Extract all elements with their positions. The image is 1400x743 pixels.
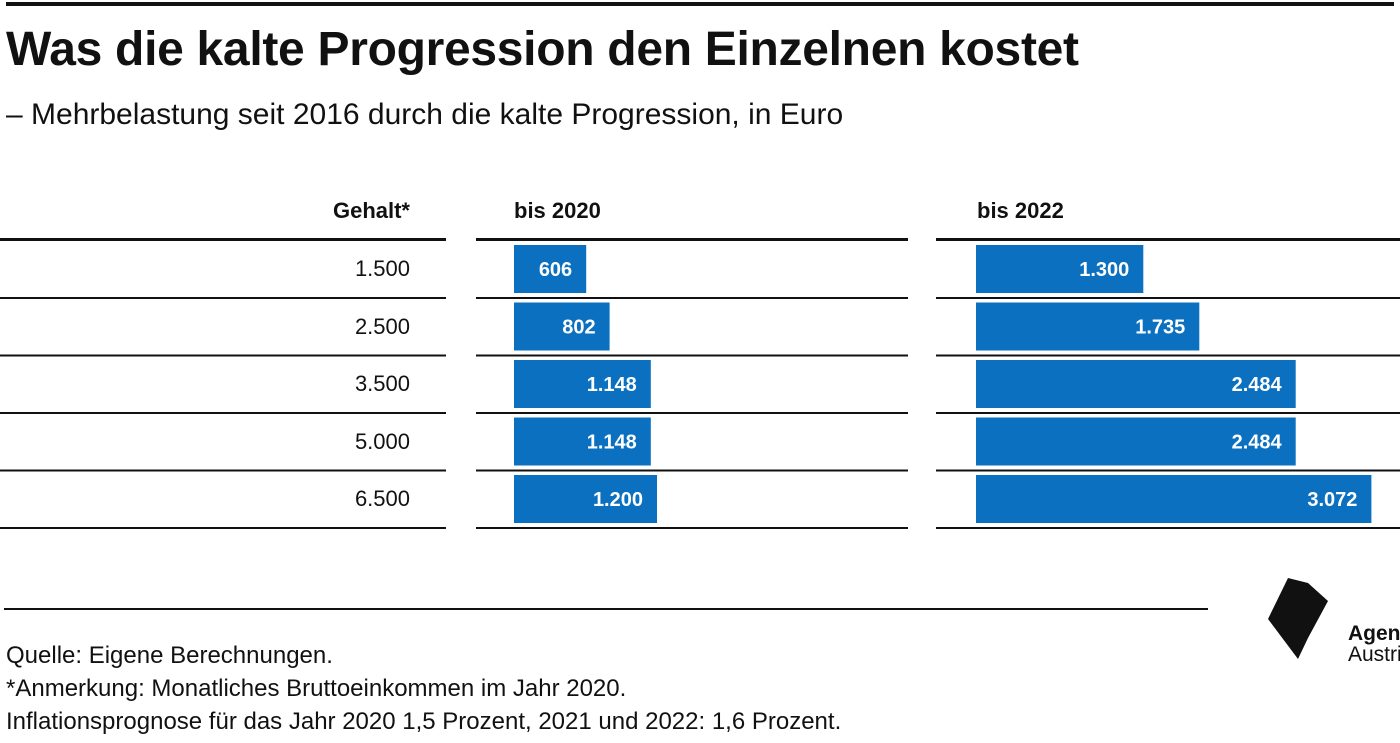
chart-subtitle: – Mehrbelastung seit 2016 durch die kalt… bbox=[6, 98, 844, 131]
row-separator bbox=[476, 297, 908, 299]
bar-2020 bbox=[514, 360, 651, 408]
row-separator bbox=[476, 412, 908, 414]
salary-label: 2.500 bbox=[354, 313, 410, 339]
bar-value-label: 1.148 bbox=[587, 374, 637, 396]
row-separator bbox=[476, 469, 908, 472]
row-separator bbox=[936, 297, 1400, 299]
bar-2022 bbox=[976, 360, 1296, 408]
logo-line-1: Agenda bbox=[1348, 622, 1400, 645]
salary-label: 1.500 bbox=[354, 256, 410, 281]
row-separator bbox=[936, 469, 1400, 472]
header-rule-gehalt bbox=[0, 238, 446, 241]
row-separator bbox=[0, 354, 446, 357]
bar-2022 bbox=[976, 417, 1296, 466]
footer-rule bbox=[4, 608, 1208, 610]
bar-2020 bbox=[514, 302, 610, 351]
row-separator bbox=[0, 527, 446, 529]
bar-value-label: 3.072 bbox=[1307, 489, 1357, 511]
row-separator bbox=[476, 527, 908, 529]
column-header-2022: bis 2022 bbox=[977, 198, 1064, 223]
source-note: Quelle: Eigene Berechnungen. bbox=[6, 642, 333, 669]
logo-line-2: Austria bbox=[1348, 643, 1400, 666]
column-header-gehalt: Gehalt* bbox=[332, 198, 410, 223]
bar-2020 bbox=[514, 245, 587, 293]
bar-2020 bbox=[514, 475, 657, 523]
bar-2022 bbox=[976, 302, 1200, 351]
inflation-note: Inflationsprognose für das Jahr 2020 1,5… bbox=[6, 708, 842, 735]
bar-value-label: 802 bbox=[562, 317, 595, 339]
footnote: *Anmerkung: Monatliches Bruttoeinkommen … bbox=[6, 675, 627, 702]
bar-2022 bbox=[976, 475, 1372, 523]
bar-value-label: 1.735 bbox=[1135, 317, 1185, 339]
top-rule bbox=[6, 2, 1394, 6]
bar-value-label: 1.148 bbox=[587, 432, 637, 454]
row-separator bbox=[0, 412, 446, 414]
header-rule-2020 bbox=[476, 238, 908, 241]
salary-label: 5.000 bbox=[354, 428, 410, 454]
row-separator bbox=[476, 354, 908, 357]
bar-2022 bbox=[976, 245, 1144, 293]
row-separator bbox=[936, 354, 1400, 357]
salary-label: 3.500 bbox=[354, 371, 410, 396]
chart-title: Was die kalte Progression den Einzelnen … bbox=[6, 23, 1079, 76]
row-separator bbox=[936, 412, 1400, 414]
agenda-austria-logo bbox=[1268, 578, 1328, 659]
row-separator bbox=[0, 469, 446, 472]
bar-2020 bbox=[514, 417, 651, 466]
bar-value-label: 2.484 bbox=[1232, 374, 1283, 396]
column-header-2020: bis 2020 bbox=[514, 198, 601, 223]
header-rule-2022 bbox=[936, 238, 1400, 241]
bar-value-label: 1.300 bbox=[1079, 259, 1129, 281]
row-separator bbox=[0, 297, 446, 299]
bar-value-label: 1.200 bbox=[593, 489, 643, 511]
row-separator bbox=[936, 527, 1400, 529]
bar-value-label: 2.484 bbox=[1232, 432, 1283, 454]
bar-value-label: 606 bbox=[539, 259, 572, 281]
salary-label: 6.500 bbox=[354, 486, 410, 511]
